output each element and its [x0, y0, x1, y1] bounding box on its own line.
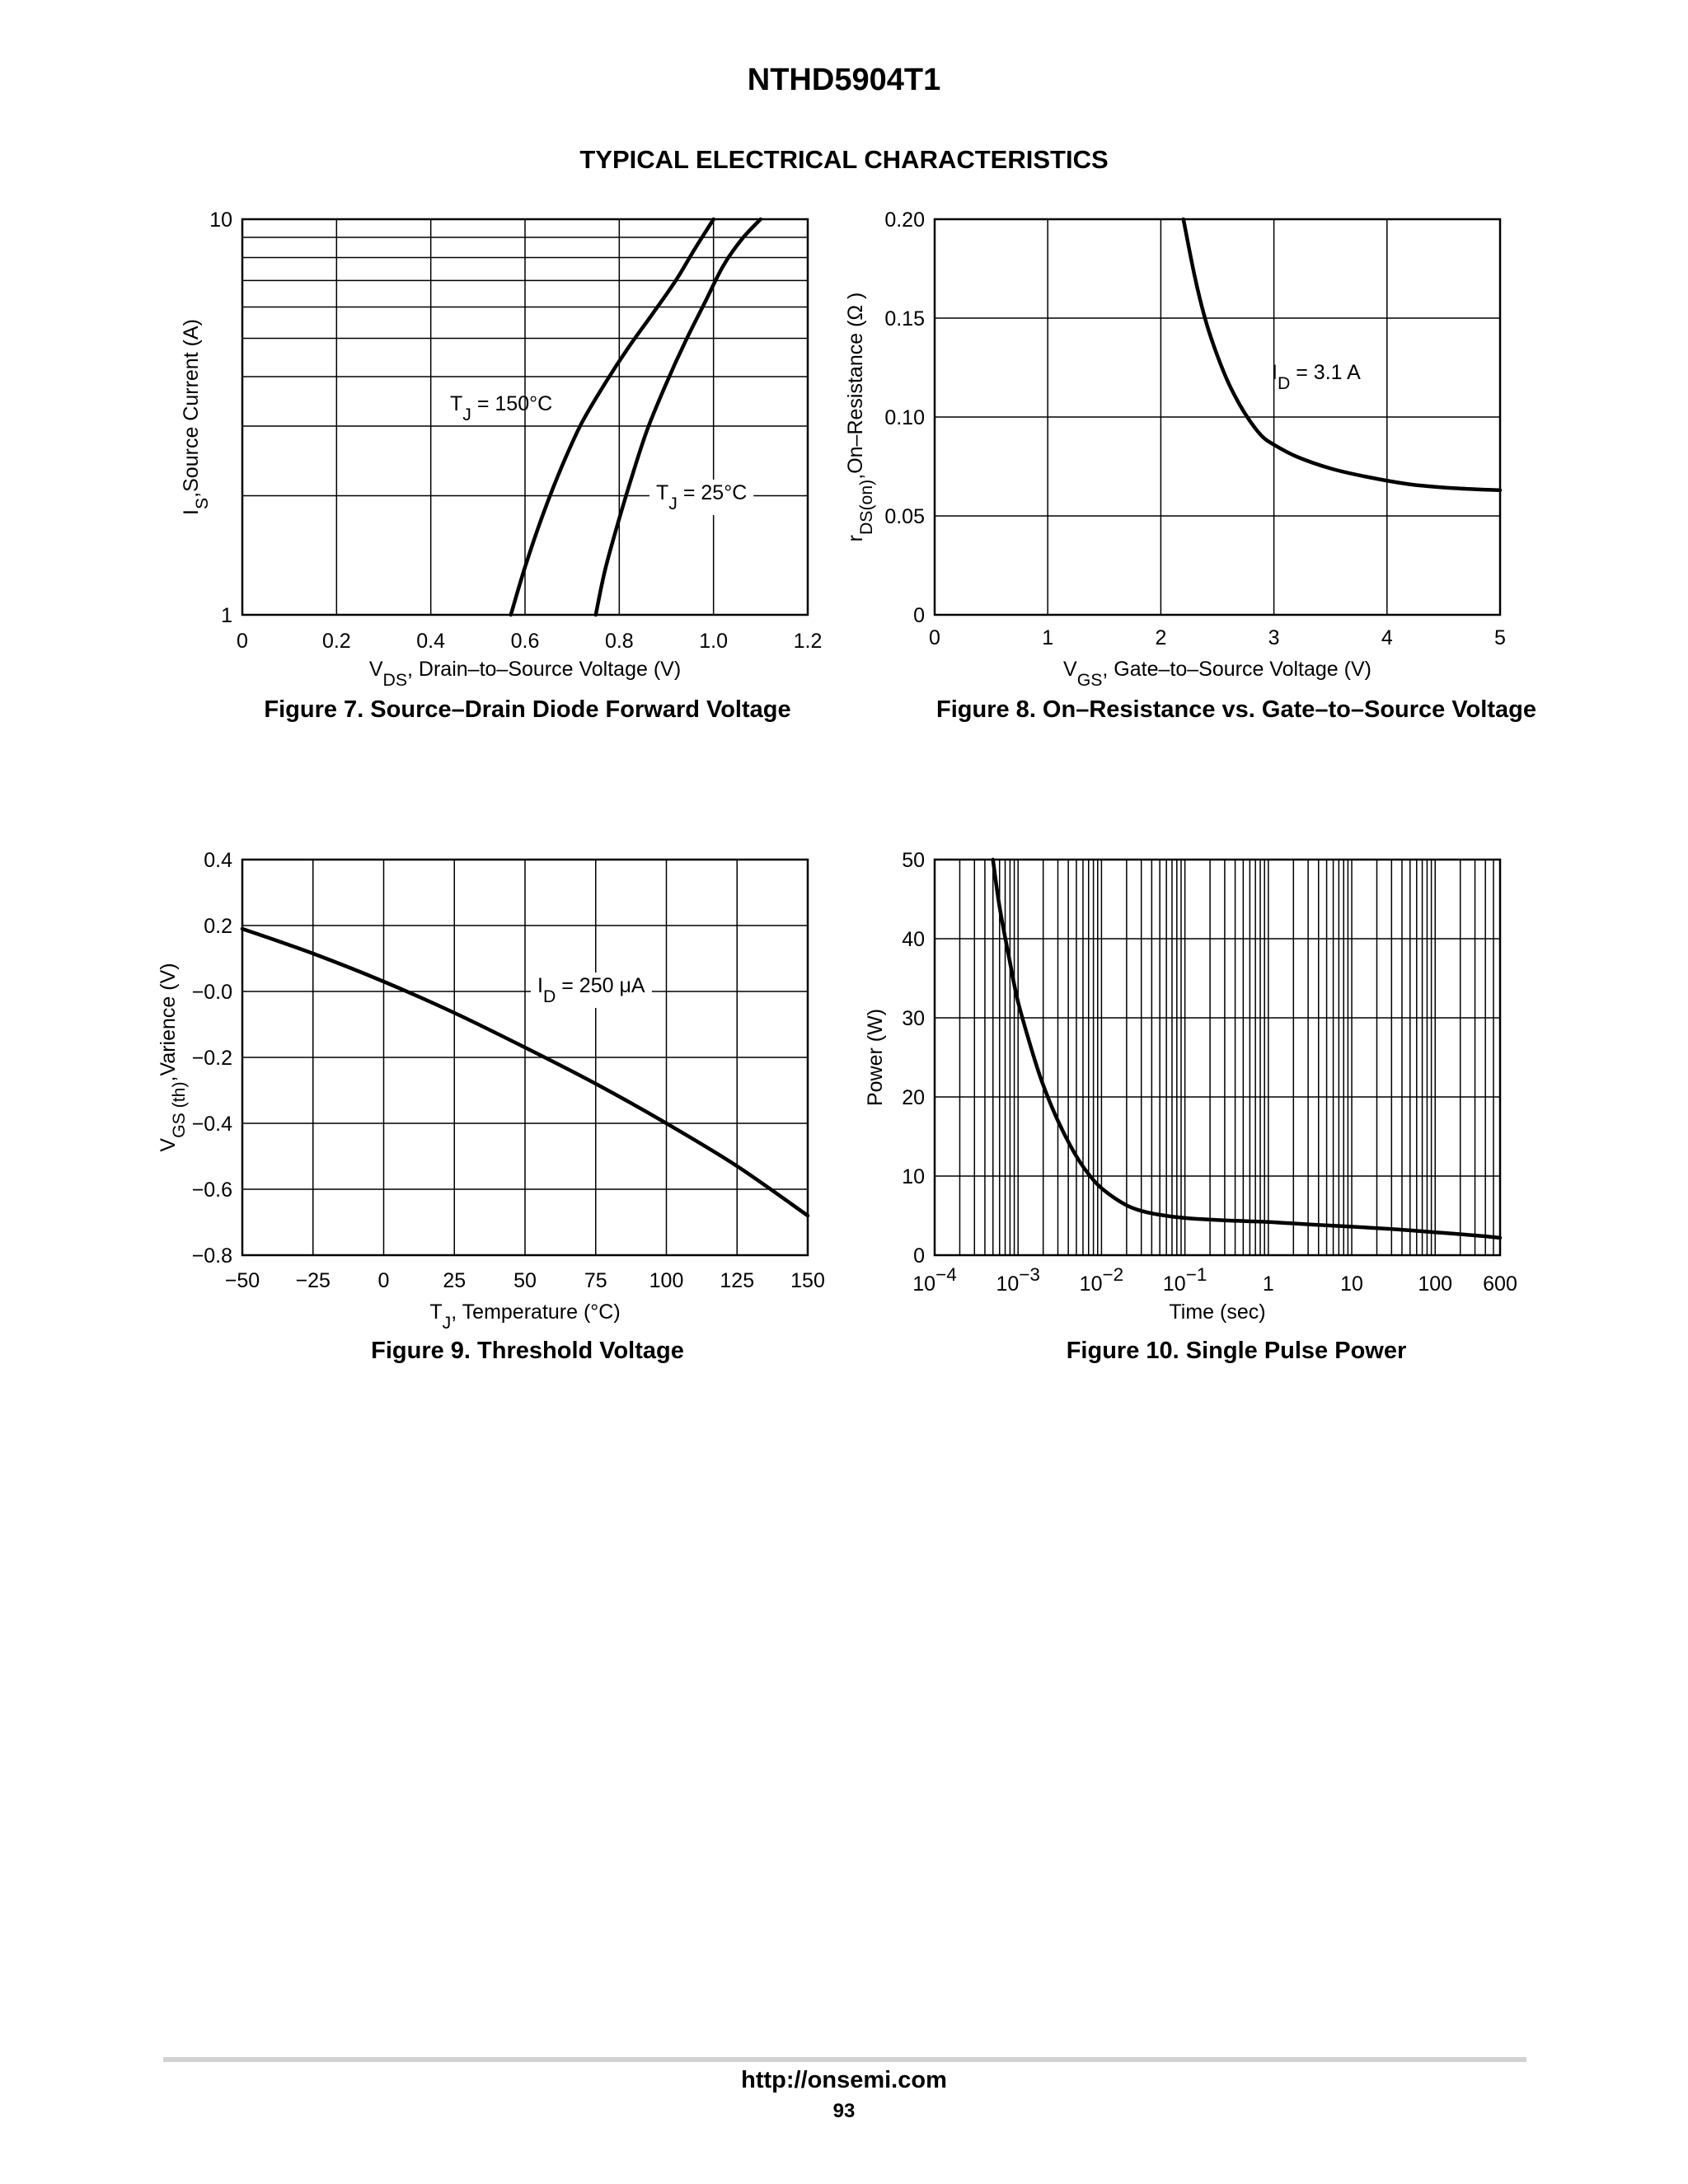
fig7-ytick-label-0: 1: [221, 604, 232, 627]
fig10-series-0-line: [991, 857, 1503, 1240]
fig10-frame: [933, 858, 1502, 1257]
fig10-xtick-label-3: 10−1: [1163, 1264, 1207, 1296]
fig10-ytick-label-5: 50: [902, 849, 925, 872]
fig8-ytick-label-1: 0.05: [884, 505, 925, 528]
fig8-xtick-label-0: 0: [929, 626, 940, 649]
fig9-xtick-label-2: 0: [378, 1269, 390, 1292]
fig9-xtick-label-6: 100: [649, 1269, 684, 1292]
fig10-ytick-label-4: 40: [902, 928, 925, 951]
fig9-xtick-label-1: −25: [296, 1269, 331, 1292]
fig7-ytick-label-1: 10: [209, 209, 232, 232]
fig10-ytick-label-2: 20: [902, 1086, 925, 1109]
fig10-ytick-label-0: 0: [913, 1244, 925, 1268]
figure-7-caption: Figure 7. Source–Drain Diode Forward Vol…: [264, 696, 791, 723]
fig9-x-axis-label: TJ, Temperature (°C): [429, 1301, 620, 1333]
fig10-xtick-label-7: 600: [1483, 1272, 1517, 1296]
document-title: NTHD5904T1: [747, 63, 941, 97]
fig10-ytick-label-3: 30: [902, 1007, 925, 1030]
fig7-series-0-line: [509, 217, 715, 617]
fig7-frame: [241, 218, 809, 616]
fig8-xtick-label-5: 5: [1494, 626, 1506, 649]
fig8-xtick-label-4: 4: [1381, 626, 1393, 649]
footer-url: http://onsemi.com: [741, 2067, 947, 2093]
fig7-xtick-label-6: 1.2: [794, 630, 823, 653]
fig10-xtick-label-6: 100: [1418, 1272, 1452, 1296]
fig9-ytick-label-3: −0.2: [192, 1047, 232, 1070]
figure-9-caption: Figure 9. Threshold Voltage: [371, 1338, 684, 1364]
fig9-series-0-line: [240, 926, 810, 1218]
fig7-xtick-label-3: 0.6: [511, 630, 540, 653]
fig8-ytick-label-3: 0.15: [884, 307, 925, 330]
fig7-xtick-label-2: 0.4: [416, 630, 445, 653]
fig10-y-axis-label: Power (W): [864, 1009, 887, 1106]
fig7-xtick-label-5: 1.0: [699, 630, 728, 653]
fig9-ytick-label-0: −0.8: [192, 1244, 232, 1268]
fig7-x-axis-label: VDS, Drain–to–Source Voltage (V): [369, 658, 681, 690]
figure-8-caption: Figure 8. On–Resistance vs. Gate–to–Sour…: [936, 696, 1536, 723]
fig9-xtick-label-8: 150: [790, 1269, 825, 1292]
fig8-frame: [933, 218, 1502, 616]
section-title: TYPICAL ELECTRICAL CHARACTERISTICS: [579, 145, 1109, 174]
fig7-series-1-line: [593, 217, 763, 617]
fig8-ytick-label-0: 0: [913, 604, 925, 627]
fig10-xtick-label-2: 10−2: [1080, 1264, 1123, 1296]
fig7-series-1-label: TJ = 25°C: [656, 481, 747, 513]
fig8-series-0-line: [1181, 217, 1503, 493]
fig10-plot-area: [935, 860, 1500, 1255]
fig7-series-0-label: TJ = 150°C: [450, 392, 552, 424]
fig9-y-axis-label: VGS (th),Varience (V): [157, 963, 189, 1151]
fig9-xtick-label-7: 125: [720, 1269, 754, 1292]
fig7-xtick-label-0: 0: [237, 630, 248, 653]
fig9-frame: [241, 858, 809, 1257]
fig9-ytick-label-6: 0.4: [204, 849, 232, 872]
fig9-series-0-label: ID = 250 μA: [537, 974, 645, 1006]
fig9-grid: [242, 860, 808, 1255]
fig8-xtick-label-2: 2: [1155, 626, 1166, 649]
fig8-grid: [935, 219, 1500, 615]
fig7-grid: [242, 219, 808, 615]
fig9-xtick-label-3: 25: [443, 1269, 466, 1292]
fig9-ytick-label-4: −0.0: [192, 981, 232, 1004]
fig9-ytick-label-2: −0.4: [192, 1113, 232, 1136]
fig8-x-axis-label: VGS, Gate–to–Source Voltage (V): [1063, 658, 1372, 690]
fig10-grid: [935, 860, 1500, 1255]
fig9-ytick-label-1: −0.6: [192, 1179, 232, 1202]
fig9-ytick-label-5: 0.2: [204, 915, 232, 938]
fig7-xtick-label-1: 0.2: [322, 630, 351, 653]
fig9-xtick-label-4: 50: [513, 1269, 537, 1292]
fig10-x-axis-label: Time (sec): [1169, 1301, 1265, 1324]
fig8-xtick-label-3: 3: [1268, 626, 1280, 649]
fig8-y-axis-label: rDS(on),On–Resistance (Ω ): [844, 293, 876, 542]
fig7-xtick-label-4: 0.8: [605, 630, 634, 653]
fig9-series-0-label-bg: [531, 972, 652, 1008]
fig10-xtick-label-0: 10−4: [912, 1264, 956, 1296]
figure-10-caption: Figure 10. Single Pulse Power: [1066, 1338, 1407, 1364]
fig10-xtick-label-5: 10: [1340, 1272, 1363, 1296]
fig10-ytick-label-1: 10: [902, 1165, 925, 1188]
fig7-y-axis-label: IS,Source Current (A): [180, 319, 212, 515]
fig7-series-1-label-bg: [649, 480, 754, 515]
fig10-xtick-label-1: 10−3: [996, 1264, 1039, 1296]
fig8-xtick-label-1: 1: [1042, 626, 1053, 649]
fig10-xtick-label-4: 1: [1263, 1272, 1274, 1296]
fig8-ytick-label-4: 0.20: [884, 209, 925, 232]
footer-divider: [163, 2057, 1526, 2062]
fig9-xtick-label-5: 75: [584, 1269, 607, 1292]
fig8-ytick-label-2: 0.10: [884, 406, 925, 429]
page-number: 93: [832, 2100, 856, 2122]
fig9-xtick-label-0: −50: [225, 1269, 260, 1292]
fig8-series-0-label: ID = 3.1 A: [1272, 361, 1361, 393]
